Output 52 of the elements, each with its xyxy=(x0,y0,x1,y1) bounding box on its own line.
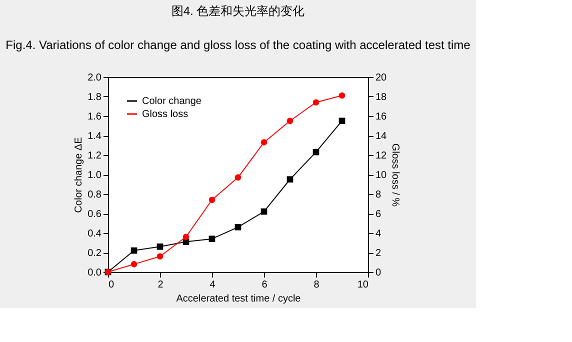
point xyxy=(286,176,294,183)
x-tick-label: 0 xyxy=(108,280,114,290)
y-tick-label: 1.0 xyxy=(88,170,102,181)
y2-tick-label: 6 xyxy=(376,209,382,220)
y2-tick-label: 8 xyxy=(376,190,382,200)
y-tick-label: 1.8 xyxy=(88,92,102,103)
chart-title: 图4. 色差和失光率的变化 xyxy=(171,4,305,18)
y2-tick-label: 18 xyxy=(376,92,388,103)
y-tick-label: 1.6 xyxy=(88,112,102,122)
y2-tick-label: 16 xyxy=(376,112,388,122)
y2-tick-label: 2 xyxy=(376,248,382,259)
x-tick-label: 8 xyxy=(314,280,320,290)
x-tick-label: 10 xyxy=(357,280,369,290)
point xyxy=(286,118,294,124)
y2-tick-label: 14 xyxy=(376,131,388,142)
chart-subtitle: Fig.4. Variations of color change and gloss loss of the coating with accelerated test time xyxy=(6,38,471,52)
y2-tick-label: 0 xyxy=(376,268,382,278)
y-tick-label: 0.0 xyxy=(88,268,102,278)
legend-label: Gloss loss xyxy=(142,109,188,120)
y-axis-title: Color change ΔE xyxy=(74,136,85,213)
y-tick-label: 1.2 xyxy=(88,150,102,162)
point xyxy=(130,261,138,268)
point xyxy=(156,243,164,250)
point xyxy=(260,139,268,146)
x-tick-label: 2 xyxy=(158,280,164,290)
point xyxy=(234,174,242,181)
point xyxy=(182,234,190,240)
point xyxy=(234,224,242,230)
point xyxy=(312,148,320,156)
y-tick-label: 0.2 xyxy=(88,248,102,259)
y-tick-label: 1.4 xyxy=(88,131,102,142)
point xyxy=(208,196,216,204)
point xyxy=(338,118,346,124)
point xyxy=(260,208,268,215)
y-tick-label: 0.8 xyxy=(88,190,102,200)
point xyxy=(156,253,164,260)
point xyxy=(130,247,138,254)
x-tick-label: 6 xyxy=(262,280,268,290)
y-tick-label: 0.6 xyxy=(88,209,102,220)
y-tick-label: 0.4 xyxy=(88,228,102,240)
y2-tick-label: 12 xyxy=(376,150,388,162)
legend-label: Color change xyxy=(142,96,202,107)
point xyxy=(208,236,216,242)
point xyxy=(338,92,346,99)
y2-tick-label: 20 xyxy=(376,72,388,84)
y2-tick-label: 10 xyxy=(376,170,388,181)
y2-tick-label: 4 xyxy=(376,228,382,240)
x-tick-label: 4 xyxy=(210,280,216,290)
y-tick-label: 2.0 xyxy=(88,72,102,84)
point xyxy=(312,99,320,106)
x-axis-title: Accelerated test time / cycle xyxy=(176,294,302,304)
y2-axis-title: Gloss loss / % xyxy=(390,143,401,207)
